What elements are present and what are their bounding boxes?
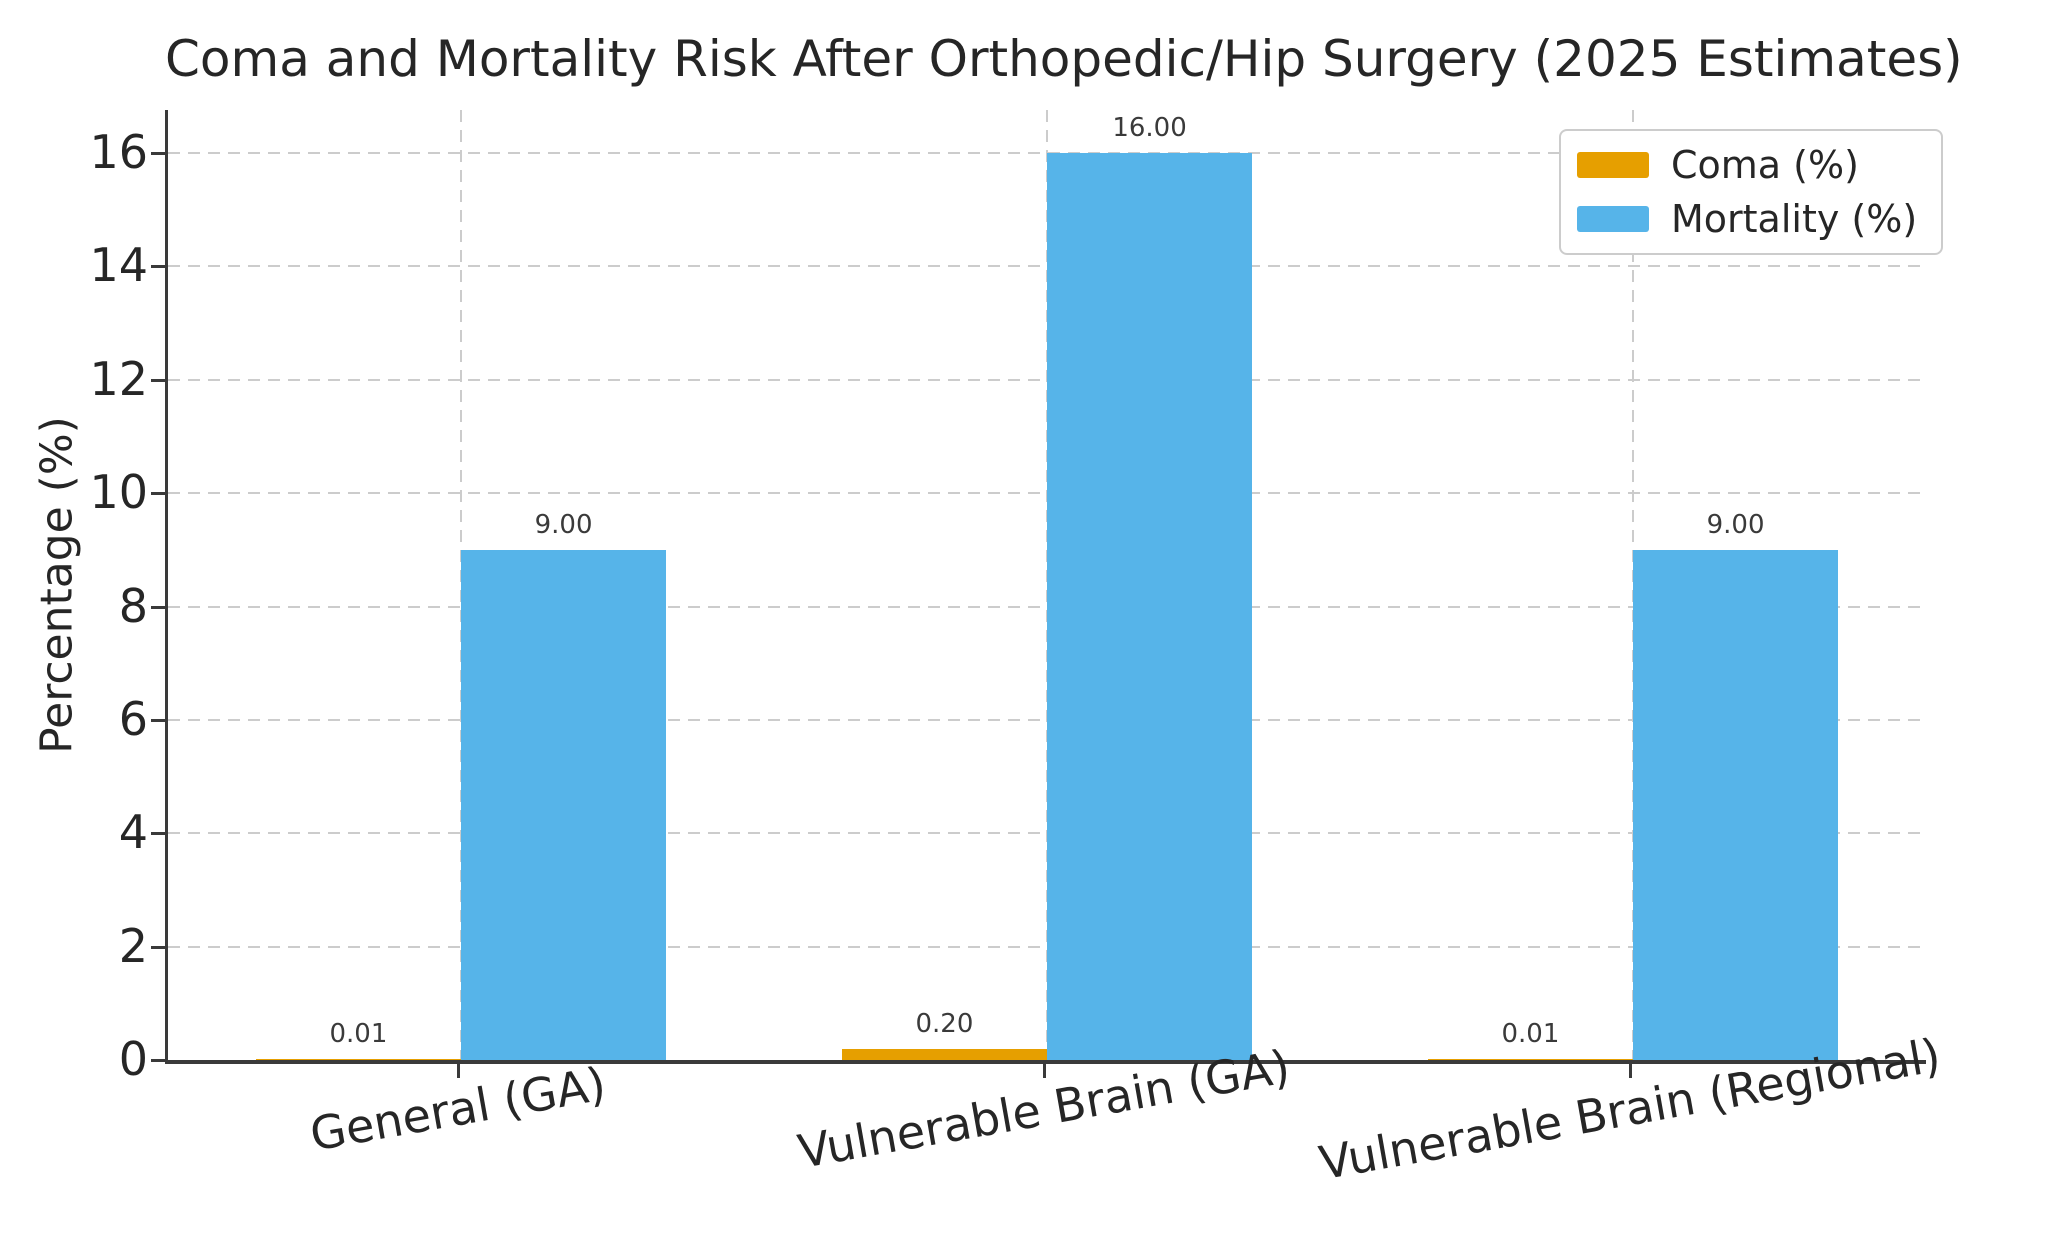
value-label: 0.01 — [1501, 1019, 1560, 1050]
bar-mortality--1 — [1047, 153, 1253, 1060]
legend-label: Mortality (%) — [1671, 197, 1918, 241]
y-tick-mark — [151, 718, 165, 722]
bar-mortality--2 — [1633, 549, 1839, 1060]
value-label: 9.00 — [534, 509, 593, 540]
y-tick-mark — [151, 378, 165, 382]
x-tick-mark — [457, 1064, 460, 1078]
value-label: 0.01 — [329, 1019, 388, 1050]
y-tick-label: 12 — [89, 351, 148, 406]
x-tick-mark — [1629, 1064, 1632, 1078]
y-tick-mark — [151, 605, 165, 609]
y-tick-label: 10 — [89, 465, 148, 520]
y-tick-label: 14 — [89, 238, 148, 293]
chart-title: Coma and Mortality Risk After Orthopedic… — [165, 30, 1963, 88]
y-tick-label: 8 — [118, 578, 148, 633]
y-tick-label: 4 — [118, 805, 148, 860]
value-label: 9.00 — [1706, 509, 1765, 540]
legend-label: Coma (%) — [1671, 143, 1859, 187]
bar-coma--2 — [1427, 1059, 1633, 1060]
legend: Coma (%) Mortality (%) — [1559, 129, 1944, 255]
bar-coma--1 — [841, 1048, 1047, 1060]
legend-item: Mortality (%) — [1577, 197, 1917, 241]
legend-item: Coma (%) — [1577, 143, 1917, 187]
y-tick-label: 2 — [118, 918, 148, 973]
legend-swatch — [1577, 206, 1649, 232]
y-tick-mark — [151, 265, 165, 269]
legend-swatch — [1577, 152, 1649, 178]
y-tick-mark — [151, 152, 165, 156]
y-tick-mark — [151, 492, 165, 496]
y-tick-label: 16 — [89, 125, 148, 180]
x-tick-mark — [1043, 1064, 1046, 1078]
value-label: 0.20 — [915, 1008, 974, 1039]
y-tick-mark — [151, 832, 165, 836]
bar-coma--0 — [255, 1059, 461, 1060]
y-tick-label: 6 — [118, 691, 148, 746]
bar-mortality--0 — [461, 549, 667, 1060]
y-tick-label: 0 — [118, 1032, 148, 1086]
plot-area: 0.01 0.20 0.01 9.00 16.00 9.00 — [165, 110, 1926, 1064]
y-tick-mark — [151, 1059, 165, 1062]
value-label: 16.00 — [1112, 113, 1187, 144]
y-tick-mark — [151, 945, 165, 949]
